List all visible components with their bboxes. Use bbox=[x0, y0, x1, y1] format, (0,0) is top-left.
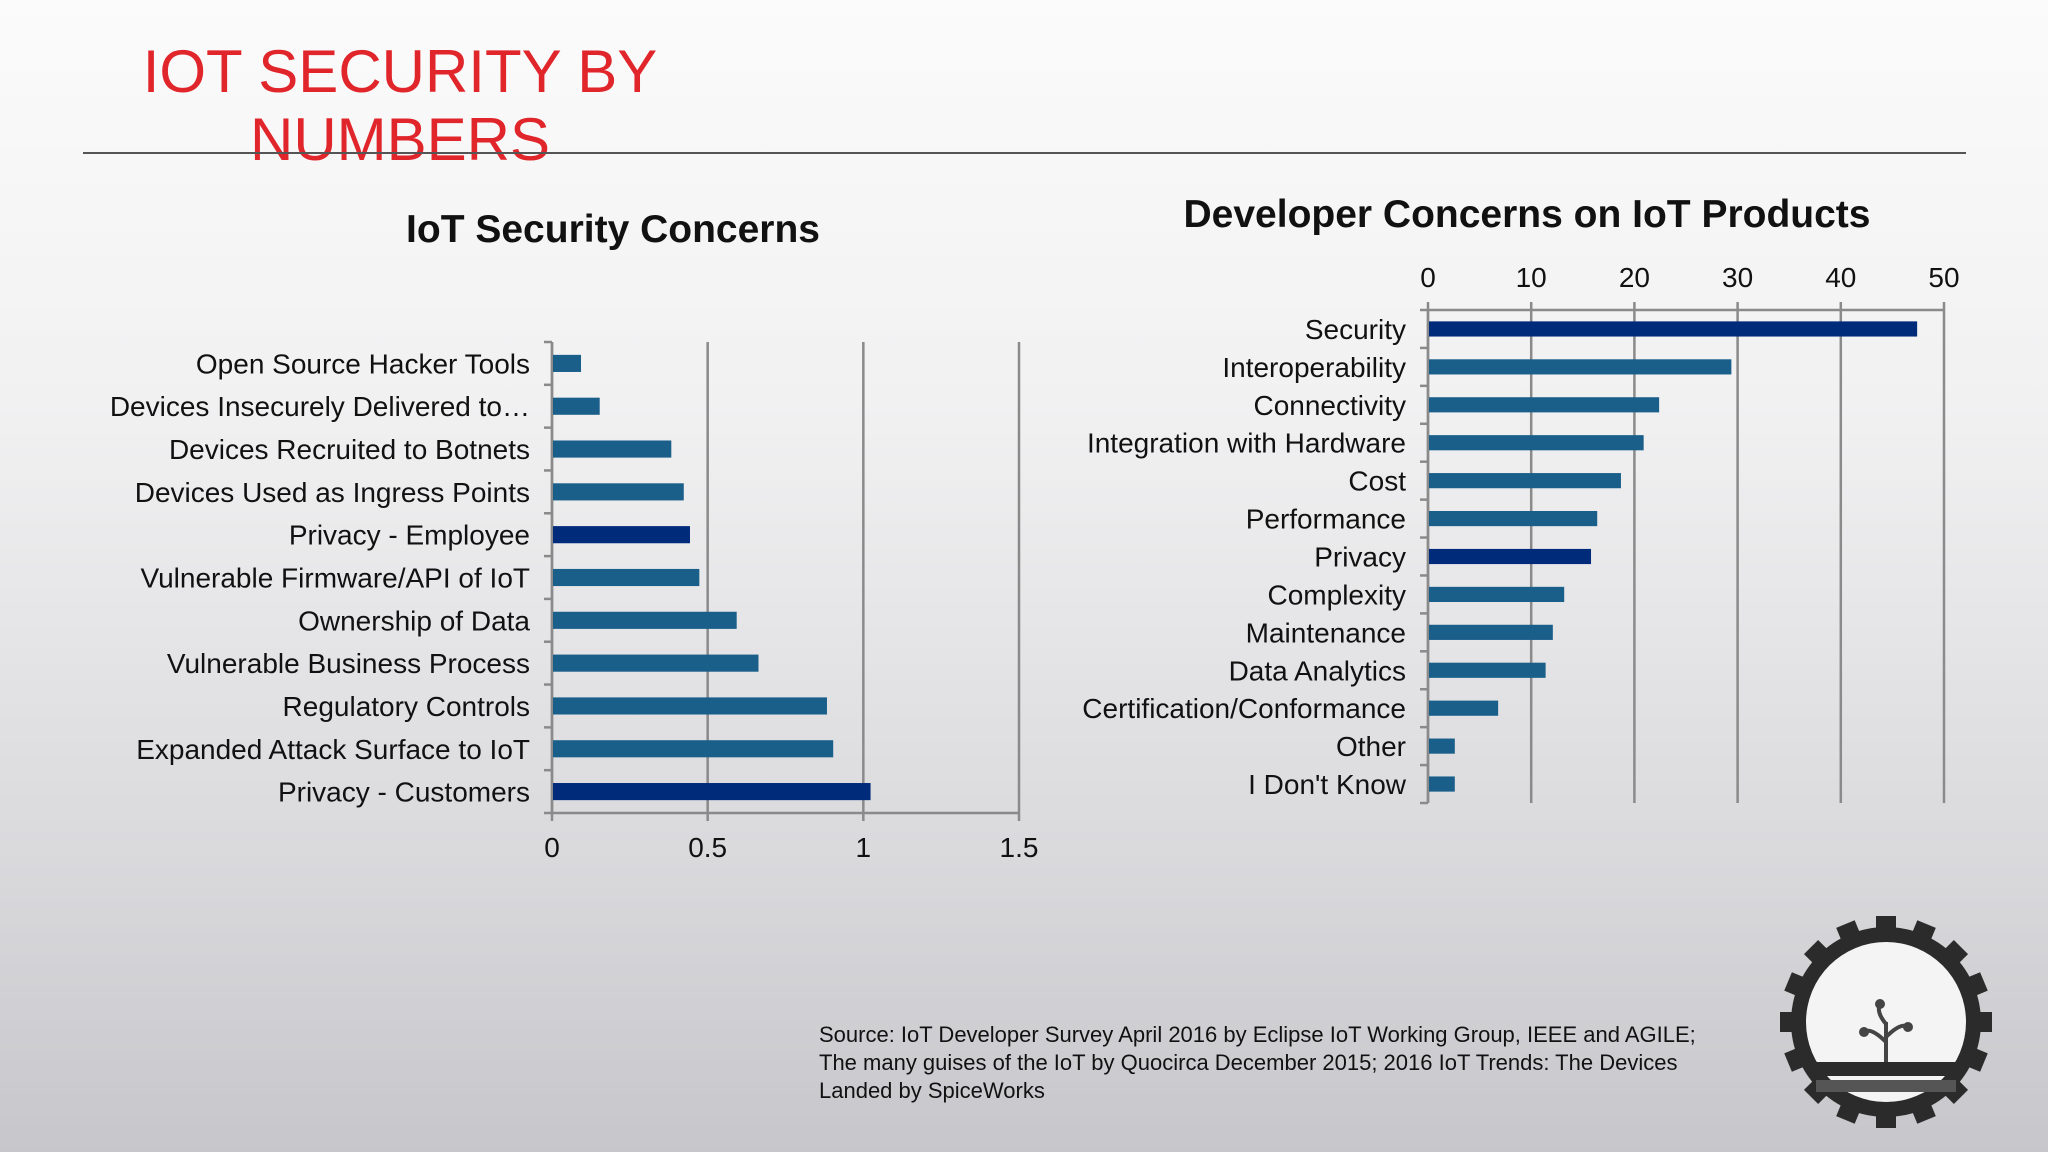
category-label: Certification/Conformance bbox=[1082, 693, 1406, 724]
source-text: Source: IoT Developer Survey April 2016 … bbox=[819, 1022, 1696, 1103]
category-label: Regulatory Controls bbox=[283, 691, 530, 722]
bar bbox=[1429, 662, 1546, 678]
category-label: Devices Used as Ingress Points bbox=[135, 477, 530, 508]
bar bbox=[553, 740, 834, 758]
x-tick-label: 1 bbox=[856, 832, 872, 863]
category-label: Connectivity bbox=[1253, 390, 1406, 421]
bar bbox=[1429, 510, 1598, 527]
bar bbox=[1429, 548, 1592, 565]
x-tick-label: 0.5 bbox=[688, 832, 727, 863]
bar bbox=[553, 697, 827, 715]
bar bbox=[1429, 738, 1455, 754]
left-chart-title: IoT Security Concerns bbox=[406, 208, 820, 251]
bar bbox=[1429, 700, 1499, 716]
category-label: Privacy - Employee bbox=[289, 520, 530, 551]
right-chart-title: Developer Concerns on IoT Products bbox=[1183, 193, 1871, 236]
category-label: Maintenance bbox=[1246, 617, 1406, 648]
category-label: I Don't Know bbox=[1248, 769, 1407, 800]
x-tick-label: 0 bbox=[1420, 262, 1436, 293]
category-label: Vulnerable Firmware/API of IoT bbox=[140, 563, 530, 594]
bar bbox=[1429, 435, 1644, 451]
title-divider bbox=[83, 152, 1966, 154]
bar bbox=[553, 611, 737, 629]
university-logo bbox=[1780, 916, 1992, 1128]
category-label: Security bbox=[1305, 314, 1406, 345]
slide-title: IOT SECURITY BY NUMBERS bbox=[142, 38, 658, 173]
category-label: Ownership of Data bbox=[298, 605, 530, 636]
bar bbox=[553, 783, 871, 801]
category-label: Expanded Attack Surface to IoT bbox=[136, 734, 530, 765]
category-label: Complexity bbox=[1268, 579, 1406, 610]
bar bbox=[553, 483, 684, 501]
bar bbox=[553, 354, 582, 372]
category-label: Privacy bbox=[1314, 542, 1406, 573]
category-label: Integration with Hardware bbox=[1087, 428, 1406, 459]
category-label: Devices Insecurely Delivered to… bbox=[110, 391, 530, 422]
bar bbox=[1429, 359, 1732, 375]
bar bbox=[553, 568, 700, 587]
category-label: Cost bbox=[1348, 466, 1406, 497]
category-label: Interoperability bbox=[1222, 352, 1406, 383]
bar bbox=[1429, 473, 1621, 489]
bar bbox=[1429, 776, 1455, 792]
bar bbox=[553, 397, 600, 415]
x-tick-label: 10 bbox=[1516, 262, 1547, 293]
x-tick-label: 20 bbox=[1619, 262, 1650, 293]
x-tick-label: 40 bbox=[1825, 262, 1856, 293]
x-tick-label: 1.5 bbox=[1000, 832, 1039, 863]
category-label: Other bbox=[1336, 731, 1406, 762]
bar bbox=[553, 526, 690, 544]
bar bbox=[1429, 397, 1660, 413]
bar bbox=[1429, 321, 1918, 337]
category-label: Open Source Hacker Tools bbox=[196, 348, 530, 379]
bar bbox=[553, 654, 759, 672]
category-label: Devices Recruited to Botnets bbox=[169, 434, 530, 465]
x-tick-label: 50 bbox=[1928, 262, 1959, 293]
bar bbox=[1429, 586, 1565, 603]
tree-icon bbox=[1862, 1003, 1910, 1072]
category-label: Performance bbox=[1246, 504, 1406, 535]
bar bbox=[553, 440, 672, 458]
category-label: Data Analytics bbox=[1229, 655, 1406, 686]
x-tick-label: 0 bbox=[544, 832, 560, 863]
category-label: Vulnerable Business Process bbox=[167, 648, 530, 679]
category-label: Privacy - Customers bbox=[278, 777, 530, 808]
x-tick-label: 30 bbox=[1722, 262, 1753, 293]
bar bbox=[1429, 624, 1553, 640]
